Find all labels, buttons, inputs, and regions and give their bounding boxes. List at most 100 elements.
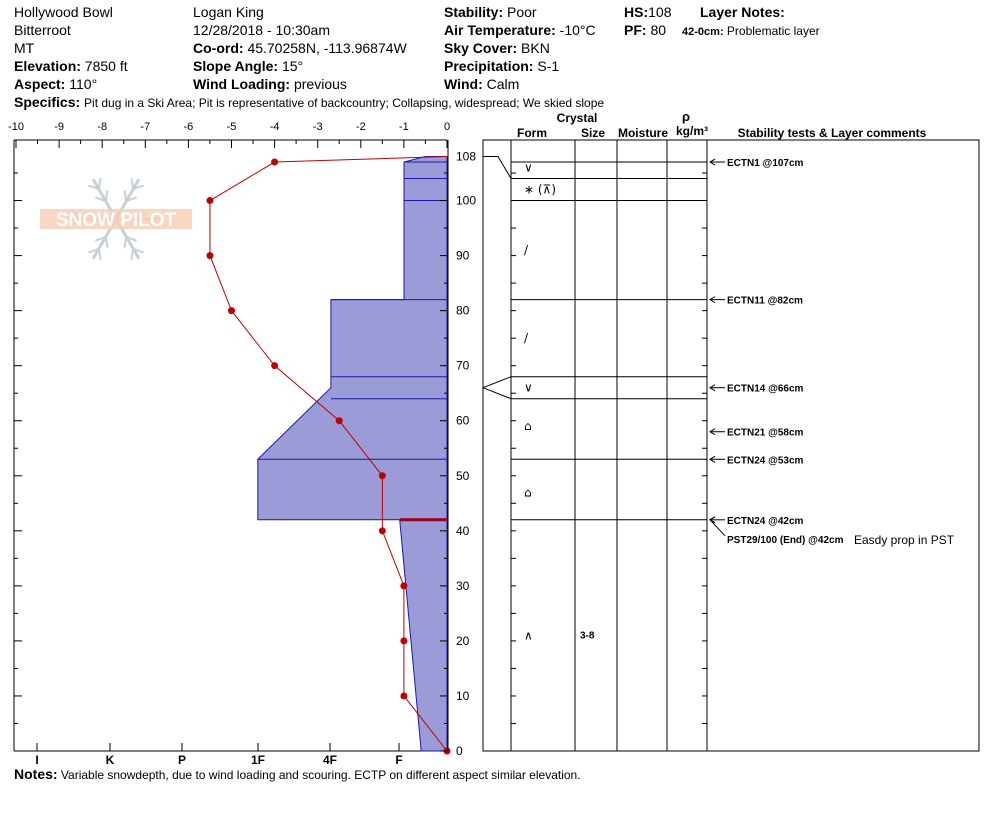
temperature-point — [271, 158, 279, 166]
test-arrowhead — [709, 296, 716, 304]
hardness-tick-label: I — [35, 753, 38, 767]
crystal-form-symbol: / — [524, 243, 529, 257]
crystal-form-symbol: ⌂ — [524, 485, 532, 499]
temp-tick-label: -4 — [270, 121, 280, 133]
datetime: 12/28/2018 - 10:30am — [193, 22, 330, 38]
stability-test-label: ECTN24 @42cm — [727, 516, 804, 527]
crystal-size: 3-8 — [580, 630, 595, 641]
snowflake-branch — [72, 218, 83, 227]
moisture-header: Moisture — [618, 126, 668, 140]
sky-label: Sky Cover: — [444, 40, 518, 56]
specifics-label: Specifics: — [14, 94, 81, 110]
crystal-header: Crystal — [557, 111, 598, 125]
hs: 108 — [648, 4, 672, 20]
temperature-point — [400, 692, 408, 700]
layer-connector — [482, 387, 512, 400]
temp-tick-label: -1 — [399, 121, 409, 133]
crystal-form-symbol: ∨ — [524, 161, 533, 175]
elevation-label: Elevation: — [14, 58, 81, 74]
depth-tick-label: 108 — [456, 150, 476, 164]
logo-text: SNOW PILOT — [56, 210, 177, 231]
crystal-form-symbol: / — [524, 331, 529, 345]
depth-tick-label: 70 — [456, 359, 470, 373]
sky: BKN — [521, 40, 550, 56]
snowflake-branch — [97, 248, 102, 260]
air-temp: -10°C — [559, 22, 596, 38]
temperature-point — [335, 417, 343, 425]
air-temp-label: Air Temperature: — [444, 22, 556, 38]
test-arrowhead — [709, 516, 716, 524]
temp-tick-label: -9 — [54, 121, 64, 133]
aspect: 110° — [69, 76, 98, 92]
crystal-form-symbol: ⌂ — [524, 419, 532, 433]
coord-label: Co-ord: — [193, 40, 244, 56]
depth-tick-label: 50 — [456, 469, 470, 483]
temp-tick-label: -10 — [8, 121, 24, 133]
layer-connector — [483, 156, 512, 179]
snowflake-branch — [149, 218, 160, 227]
aspect-label: Aspect: — [14, 76, 66, 92]
snowflake-branch — [104, 190, 109, 202]
stability-label: Stability: — [444, 4, 504, 20]
snowflake-branch — [88, 184, 100, 191]
snowflake-branch — [86, 211, 96, 220]
range: Bitterroot — [14, 22, 71, 38]
slope-label: Slope Angle: — [193, 58, 279, 74]
depth-tick-label: 100 — [456, 194, 476, 208]
snowflake-branch — [132, 247, 144, 254]
snowflake-branch — [86, 218, 96, 227]
density-unit: kg/m³ — [676, 124, 708, 138]
specifics: Pit dug in a Ski Area; Pit is representa… — [84, 96, 605, 110]
state: MT — [14, 40, 35, 56]
temp-tick-label: -8 — [97, 121, 107, 133]
comments-header: Stability tests & Layer comments — [738, 126, 927, 140]
temperature-point — [228, 307, 235, 315]
layer-table-frame — [482, 139, 980, 752]
pf: 80 — [650, 22, 667, 38]
depth-tick-label: 10 — [456, 689, 470, 703]
temp-tick-label: -6 — [184, 121, 194, 133]
temp-tick-label: -3 — [313, 121, 323, 133]
elevation: 7850 ft — [84, 58, 128, 74]
snowflake-branch — [132, 184, 144, 191]
notes-label: Notes: — [14, 766, 58, 782]
stability-test-label: ECTN11 @82cm — [727, 296, 803, 307]
crystal-form-symbol: ∨ — [524, 381, 533, 395]
snowflake-arm — [91, 218, 118, 260]
notes-text: Variable snowdepth, due to wind loading … — [60, 768, 581, 782]
snowflake-branch — [136, 211, 146, 220]
depth-tick-label: 80 — [456, 304, 470, 318]
temperature-point — [206, 252, 214, 260]
snowflake-branch — [126, 235, 138, 242]
test-arrow — [709, 519, 726, 537]
wind-loading: previous — [293, 76, 347, 92]
wind-loading-label: Wind Loading: — [193, 76, 291, 92]
precip: S-1 — [537, 58, 560, 74]
wind: Calm — [486, 76, 520, 92]
layer-note-text: Problematic layer — [726, 24, 820, 38]
pit-header: Hollywood Bowl Bitterroot MT Elevation: … — [0, 0, 994, 115]
snowflake-branch — [94, 235, 106, 242]
pf-label: PF: — [624, 22, 647, 38]
temperature-point — [271, 362, 279, 370]
snowflake-branch — [126, 196, 138, 203]
precip-label: Precipitation: — [444, 58, 534, 74]
stability-test-label: ECTN1 @107cm — [727, 158, 804, 169]
depth-tick-label: 90 — [456, 249, 470, 263]
slope: 15° — [281, 58, 304, 74]
test-arrowhead — [709, 384, 716, 392]
stability-test-label: ECTN14 @66cm — [727, 384, 804, 395]
hardness-profile — [257, 156, 448, 752]
stability-test-label: PST29/100 (End) @42cm — [727, 535, 844, 546]
snowflake-branch — [130, 178, 135, 190]
notes-line: Notes: Variable snowdepth, due to wind l… — [14, 766, 581, 782]
depth-tick-label: 20 — [456, 634, 470, 648]
logo-band — [40, 209, 192, 229]
snowflake-branch — [130, 248, 135, 260]
form-header: Form — [517, 126, 547, 140]
snowflake-branch — [136, 218, 146, 227]
wind-label: Wind: — [444, 76, 483, 92]
snowflake-branch — [123, 190, 128, 202]
depth-tick-label: 30 — [456, 579, 470, 593]
